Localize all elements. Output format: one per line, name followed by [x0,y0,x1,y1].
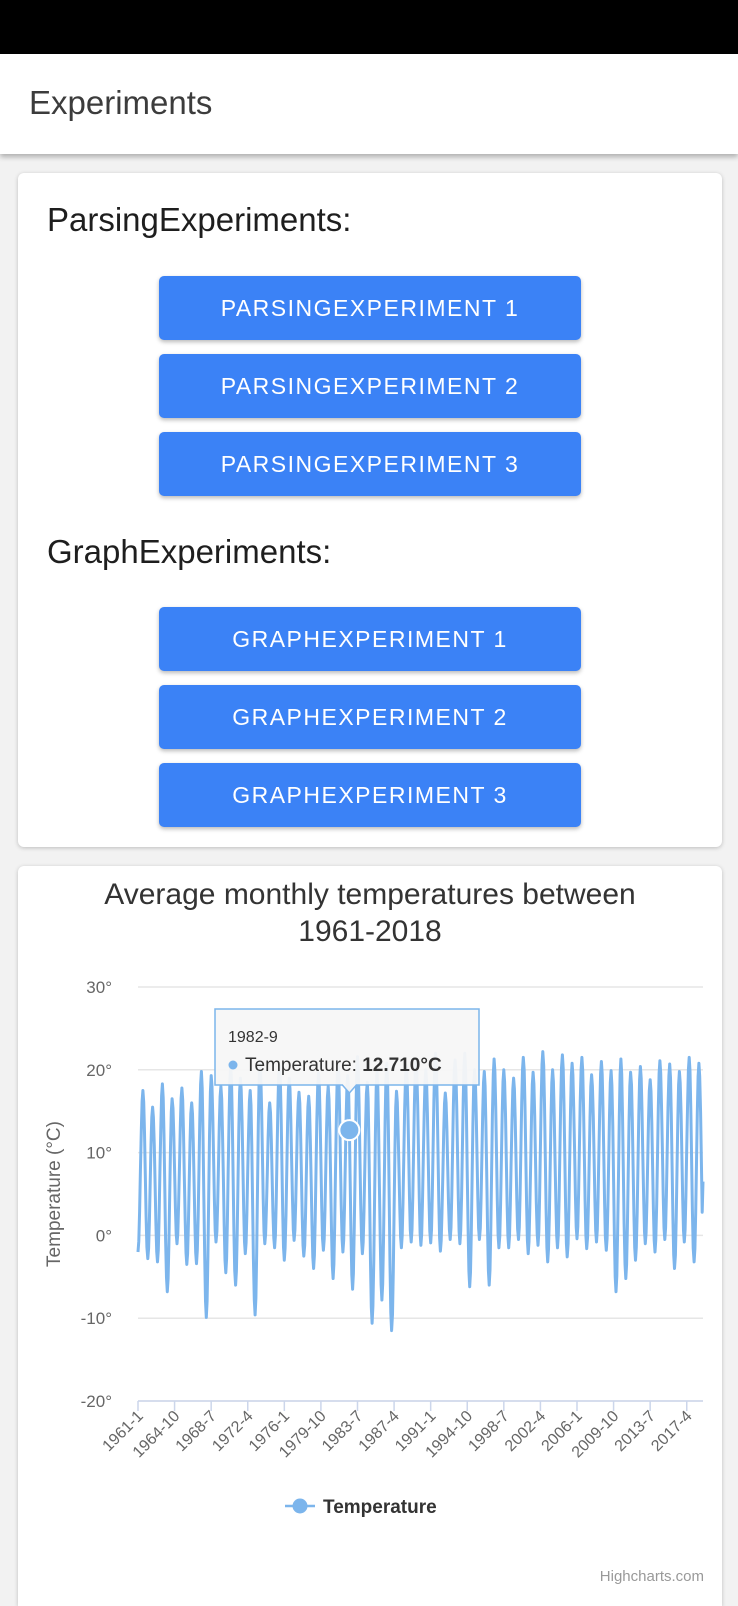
app-bar: Experiments [0,54,738,154]
y-axis-title: Temperature (°C) [44,1121,65,1267]
chart-title-line-2: 1961-2018 [298,915,442,948]
parsing-experiment-2-button[interactable]: PARSINGEXPERIMENT 2 [159,354,581,418]
tooltip-series-label: Temperature: [245,1055,362,1076]
chart-card: Average monthly temperatures between 196… [18,866,722,1606]
hovered-data-point[interactable] [338,1119,361,1142]
legend-marker-symbol[interactable] [292,1498,308,1514]
x-tick-label: 2017-4 [648,1408,695,1455]
chart-title: Average monthly temperatures between 196… [18,876,722,950]
chart-svg[interactable]: -20° -10° 0° 10° 20° 30° Temperature (°C) 1961-… [18,866,722,1606]
graph-experiment-2-button[interactable]: GRAPHEXPERIMENT 2 [159,685,581,749]
temperature-series-line[interactable] [136,1050,705,1333]
status-bar [0,0,738,54]
highcharts-credits[interactable]: Highcharts.com [599,1568,704,1585]
y-tick-label: -20° [81,1392,112,1411]
y-tick-label: 20° [86,1061,112,1080]
section-title-graph: GraphExperiments: [47,533,332,570]
parsing-experiment-1-button[interactable]: PARSINGEXPERIMENT 1 [159,276,581,340]
section-title-parsing: ParsingExperiments: [47,201,352,238]
tooltip-box [214,1008,480,1095]
chart-title-line-1: Average monthly temperatures between [104,878,636,911]
graph-experiment-3-button[interactable]: GRAPHEXPERIMENT 3 [159,763,581,827]
app-title: Experiments [29,84,213,121]
parsing-experiment-3-button[interactable]: PARSINGEXPERIMENT 3 [159,432,581,496]
experiments-card: ParsingExperiments: PARSINGEXPERIMENT 1 … [18,173,722,847]
graph-experiment-1-button[interactable]: GRAPHEXPERIMENT 1 [159,607,581,671]
tooltip-value: 12.710°C [362,1055,442,1076]
tooltip-series-marker [228,1060,238,1070]
y-tick-label: 10° [86,1144,112,1163]
tooltip-x-label: 1982-9 [228,1029,278,1046]
legend-item-label[interactable]: Temperature [323,1497,437,1518]
y-tick-label: 0° [96,1226,112,1245]
y-tick-label: 30° [86,978,112,997]
tooltip-value-text: Temperature: 12.710°C [245,1055,442,1076]
y-tick-label: -10° [81,1309,112,1328]
